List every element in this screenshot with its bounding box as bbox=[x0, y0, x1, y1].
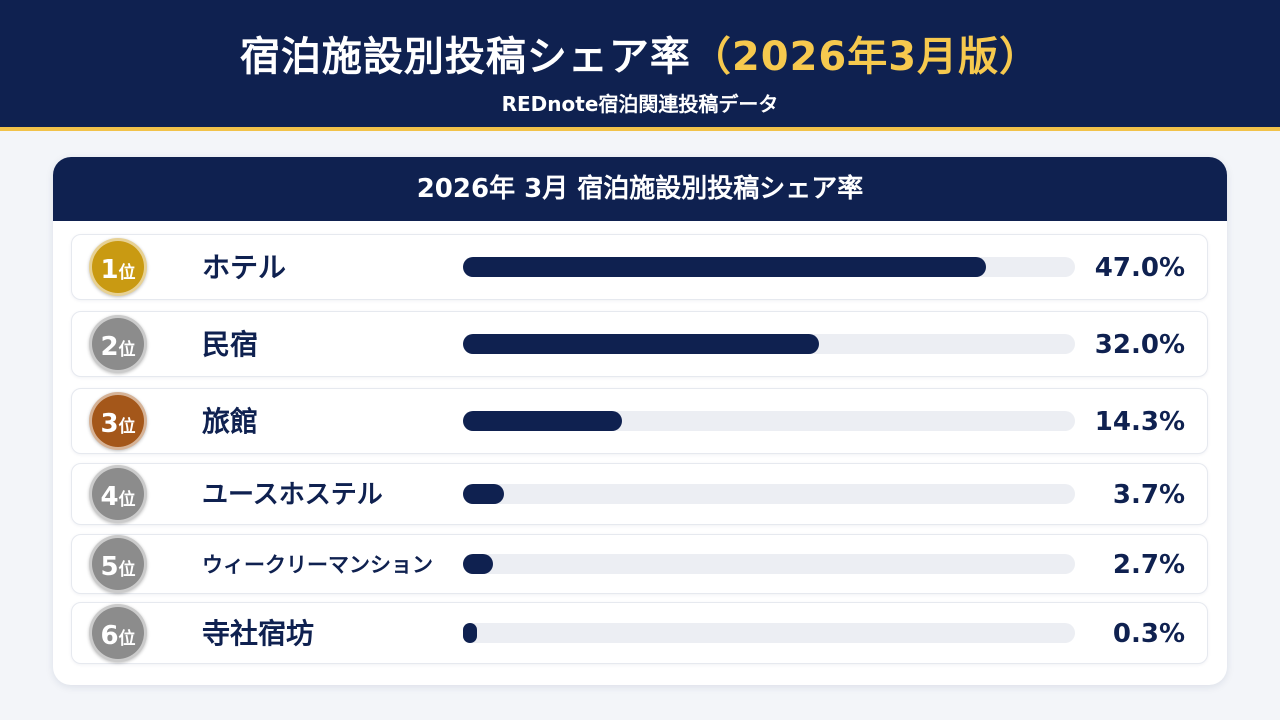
bar-row: 4位 ユースホステル 3.7% bbox=[71, 463, 1208, 525]
value-label: 2.7% bbox=[1112, 550, 1185, 580]
rank-number: 5 bbox=[100, 552, 119, 582]
rank-unit: 位 bbox=[118, 340, 136, 360]
value-label: 47.0% bbox=[1094, 253, 1185, 283]
bar bbox=[463, 257, 986, 277]
rank-number: 2 bbox=[100, 332, 119, 362]
rank-badge: 2位 bbox=[89, 315, 147, 373]
bar bbox=[463, 334, 819, 354]
bar bbox=[463, 484, 504, 504]
rank-badge: 5位 bbox=[89, 535, 147, 593]
value-label: 32.0% bbox=[1094, 330, 1185, 360]
rank-badge: 6位 bbox=[89, 604, 147, 662]
rank-badge: 3位 bbox=[89, 392, 147, 450]
rank-badge: 4位 bbox=[89, 465, 147, 523]
rank-number: 3 bbox=[100, 409, 119, 439]
bar-row: 5位 ウィークリーマンション 2.7% bbox=[71, 534, 1208, 594]
bar-track bbox=[463, 411, 1075, 431]
bar-row: 3位 旅館 14.3% bbox=[71, 388, 1208, 454]
rank-badge: 1位 bbox=[89, 238, 147, 296]
bar-track bbox=[463, 623, 1075, 643]
rank-number: 1 bbox=[100, 255, 119, 285]
rank-unit: 位 bbox=[118, 417, 136, 437]
bar-track bbox=[463, 554, 1075, 574]
category-label: 旅館 bbox=[202, 405, 259, 438]
chart-card: 2026年 3月 宿泊施設別投稿シェア率 1位 ホテル 47.0% 2位 民宿 32.0%… bbox=[53, 157, 1227, 685]
bar-row: 1位 ホテル 47.0% bbox=[71, 234, 1208, 300]
category-label: ウィークリーマンション bbox=[202, 553, 433, 577]
rank-unit: 位 bbox=[118, 490, 136, 510]
category-label: 民宿 bbox=[202, 328, 259, 361]
bar bbox=[463, 411, 622, 431]
rank-unit: 位 bbox=[118, 629, 136, 649]
page-title: 宿泊施設別投稿シェア率（2026年3月版） bbox=[0, 24, 1280, 82]
category-label: 寺社宿坊 bbox=[202, 617, 315, 650]
rank-unit: 位 bbox=[118, 560, 136, 580]
value-label: 14.3% bbox=[1094, 407, 1185, 437]
bar-row: 6位 寺社宿坊 0.3% bbox=[71, 602, 1208, 664]
chart-title: 2026年 3月 宿泊施設別投稿シェア率 bbox=[53, 157, 1227, 221]
page-subtitle: REDnote宿泊関連投稿データ bbox=[501, 92, 779, 116]
bar-track bbox=[463, 484, 1075, 504]
value-label: 3.7% bbox=[1112, 480, 1185, 510]
category-label: ユースホステル bbox=[202, 480, 383, 510]
top-header: 宿泊施設別投稿シェア率（2026年3月版） REDnote宿泊関連投稿データ bbox=[0, 0, 1280, 131]
page-title-accent: （2026年3月版） bbox=[690, 34, 1041, 80]
bar bbox=[463, 623, 477, 643]
page-title-main: 宿泊施設別投稿シェア率 bbox=[239, 34, 691, 80]
rank-number: 6 bbox=[100, 621, 119, 651]
category-label: ホテル bbox=[202, 251, 287, 284]
value-label: 0.3% bbox=[1112, 619, 1185, 649]
bar-track bbox=[463, 334, 1075, 354]
rank-unit: 位 bbox=[118, 263, 136, 283]
bar-track bbox=[463, 257, 1075, 277]
rank-number: 4 bbox=[100, 482, 119, 512]
bar bbox=[463, 554, 493, 574]
bar-row: 2位 民宿 32.0% bbox=[71, 311, 1208, 377]
